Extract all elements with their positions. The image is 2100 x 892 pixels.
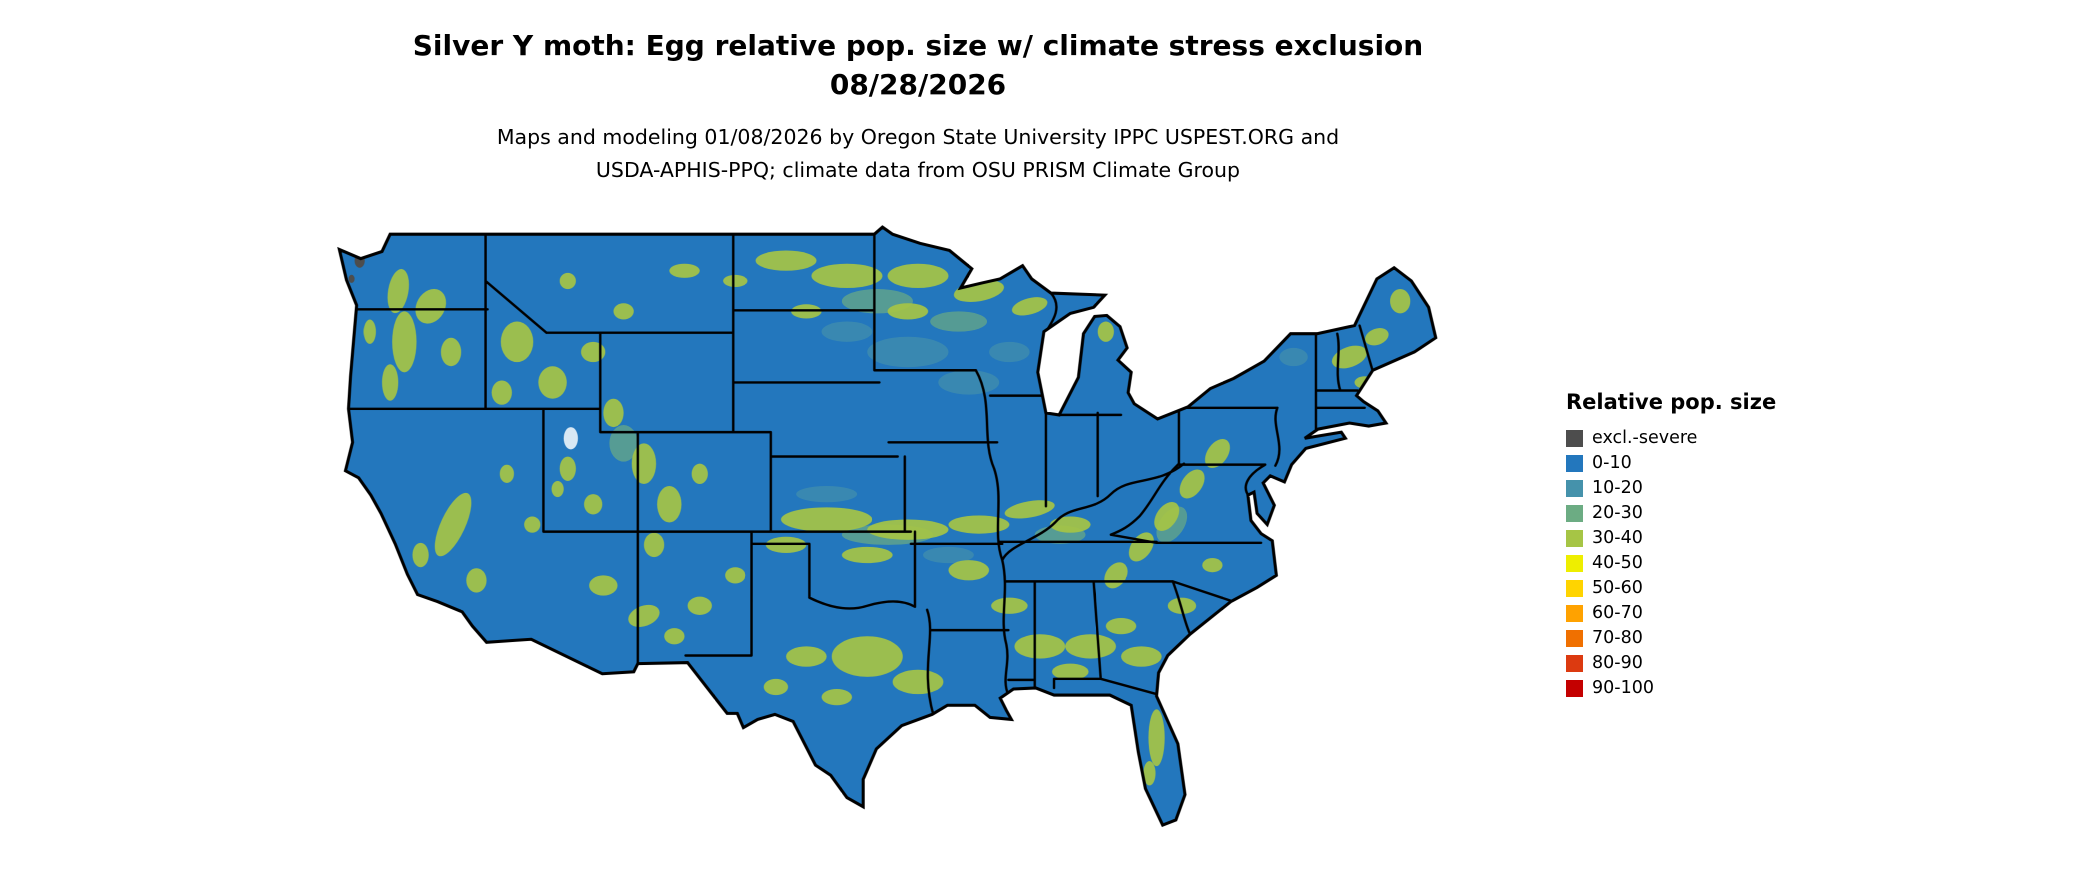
legend-title: Relative pop. size (1566, 390, 1777, 414)
legend-entry: 70-80 (1566, 626, 1886, 651)
legend-entry: 60-70 (1566, 601, 1886, 626)
legend-entry-label: excl.-severe (1592, 427, 1698, 448)
legend-entry: 10-20 (1566, 476, 1886, 501)
legend-entry: 90-100 (1566, 676, 1886, 701)
legend-entry-label: 60-70 (1592, 602, 1643, 623)
legend-entry-label: 70-80 (1592, 627, 1643, 648)
legend-entry: 80-90 (1566, 651, 1886, 676)
legend-entry-label: 0-10 (1592, 452, 1632, 473)
legend-entry-label: 10-20 (1592, 477, 1643, 498)
legend-entry-label: 20-30 (1592, 502, 1643, 523)
legend-swatch (1566, 455, 1583, 472)
legend-swatch (1566, 580, 1583, 597)
legend-entry: excl.-severe (1566, 426, 1886, 451)
legend-entry-label: 30-40 (1592, 527, 1643, 548)
map-subtitle-line2: USDA-APHIS-PPQ; climate data from OSU PR… (595, 158, 1241, 182)
map-title-date: 08/28/2026 (829, 68, 1007, 101)
legend-entry: 20-30 (1566, 501, 1886, 526)
great-salt-lake (563, 427, 578, 450)
map-title: Silver Y moth: Egg relative pop. size w/… (0, 26, 1836, 104)
legend-swatch (1566, 480, 1583, 497)
legend-swatch (1566, 605, 1583, 622)
legend-entry: 0-10 (1566, 451, 1886, 476)
map-subtitle: Maps and modeling 01/08/2026 by Oregon S… (0, 121, 1836, 187)
legend-entry-label: 90-100 (1592, 677, 1654, 698)
legend-swatch (1566, 530, 1583, 547)
us-population-map (298, 220, 1538, 890)
legend-entry: 30-40 (1566, 526, 1886, 551)
legend-swatch (1566, 430, 1583, 447)
legend: Relative pop. size excl.-severe 0-10 10-… (1566, 390, 1886, 701)
pop-band-30-40-patches (363, 250, 1411, 786)
legend-swatch (1566, 555, 1583, 572)
map-subtitle-line1: Maps and modeling 01/08/2026 by Oregon S… (496, 125, 1340, 149)
legend-swatch (1566, 680, 1583, 697)
legend-swatch (1566, 505, 1583, 522)
legend-entry: 40-50 (1566, 551, 1886, 576)
legend-swatch (1566, 655, 1583, 672)
state-borders (347, 232, 1375, 716)
legend-entry-label: 40-50 (1592, 552, 1643, 573)
map-title-line1: Silver Y moth: Egg relative pop. size w/… (412, 29, 1424, 62)
legend-swatch (1566, 630, 1583, 647)
legend-entry: 50-60 (1566, 576, 1886, 601)
legend-entry-label: 50-60 (1592, 577, 1643, 598)
legend-entry-label: 80-90 (1592, 652, 1643, 673)
